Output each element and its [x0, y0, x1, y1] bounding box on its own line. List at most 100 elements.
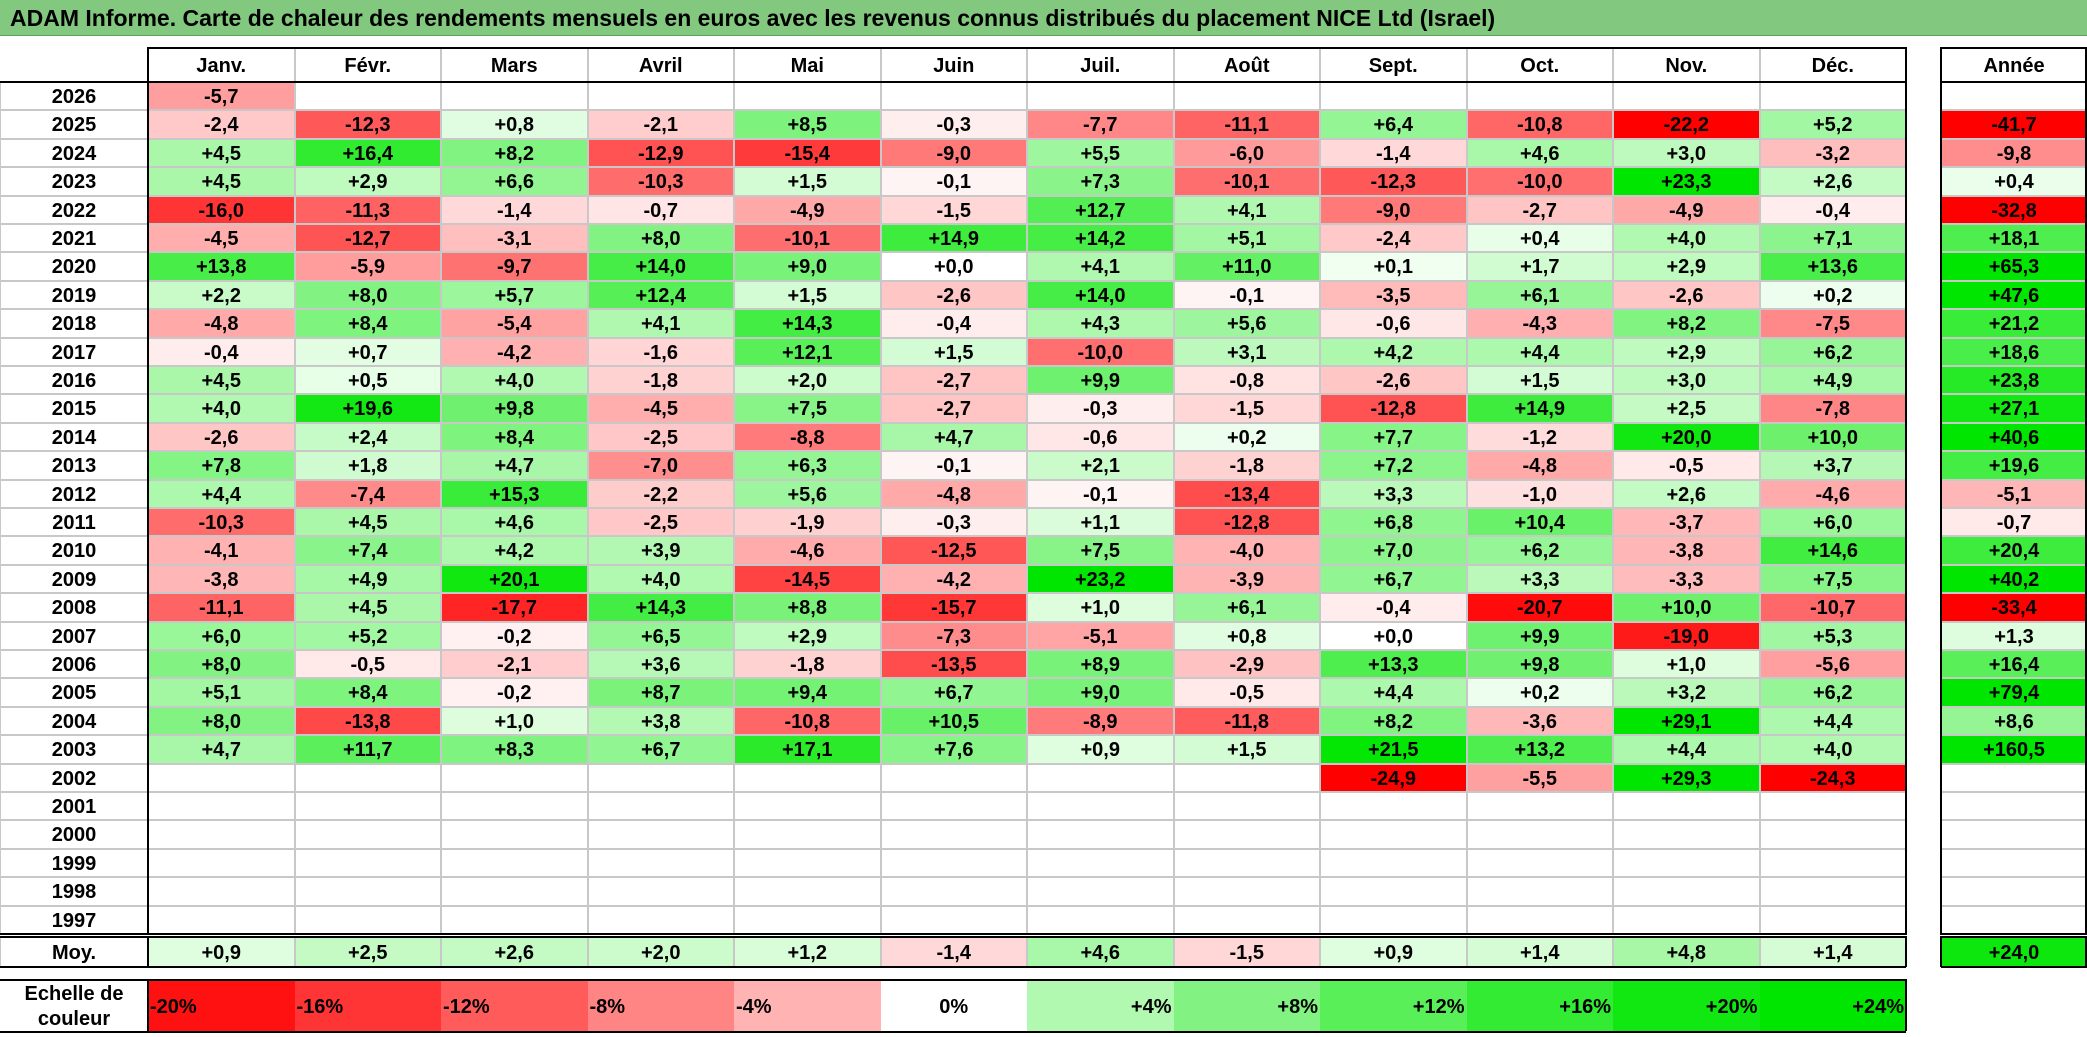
- grid-rule: [1905, 47, 1907, 935]
- scale-step: -8%: [587, 981, 734, 1033]
- annual-cell: [1941, 848, 2087, 878]
- grid-rule: [0, 966, 1906, 968]
- heatmap-cell: [1759, 905, 1906, 934]
- heatmap-cell: -10,7: [1759, 593, 1906, 622]
- heatmap-cell: [148, 820, 295, 849]
- heatmap-cell: -0,2: [441, 678, 588, 707]
- heatmap-cell: +4,6: [441, 508, 588, 537]
- heatmap-cell: -1,8: [734, 650, 881, 679]
- heatmap-cell: +7,5: [1027, 536, 1174, 565]
- heatmap-cell: +7,7: [1320, 422, 1467, 452]
- average-cell: +0,9: [148, 937, 295, 967]
- month-header: Juin: [880, 48, 1027, 82]
- grid-rule: [1940, 936, 1942, 967]
- heatmap-cell: -22,2: [1613, 110, 1760, 139]
- heatmap-cell: -4,6: [734, 536, 881, 565]
- heatmap-cell: +2,4: [294, 422, 441, 452]
- heatmap-cell: +1,5: [1173, 735, 1320, 764]
- scale-step: 0%: [880, 981, 1027, 1033]
- month-header: Déc.: [1759, 48, 1906, 82]
- heatmap-cell: -0,1: [1173, 280, 1320, 310]
- heatmap-cell: -10,1: [734, 224, 881, 253]
- heatmap-cell: [148, 848, 295, 878]
- heatmap-cell: +2,6: [1759, 167, 1906, 196]
- heatmap-cell: -2,1: [441, 650, 588, 679]
- year-label: 1997: [0, 905, 148, 934]
- heatmap-cell: -11,1: [1173, 110, 1320, 139]
- annual-cell: +18,6: [1941, 337, 2087, 366]
- annual-cell: [1941, 82, 2087, 111]
- heatmap-cell: +13,8: [148, 252, 295, 281]
- grid-rule: [148, 47, 1906, 49]
- heatmap-cell: +7,5: [734, 394, 881, 423]
- heatmap-cell: +23,3: [1613, 167, 1760, 196]
- heatmap-cell: +5,6: [1173, 309, 1320, 338]
- heatmap-cell: +1,5: [734, 167, 881, 196]
- heatmap-cell: +8,9: [1027, 650, 1174, 679]
- month-header: Mai: [734, 48, 881, 82]
- year-label: 2015: [0, 394, 148, 423]
- heatmap-cell: -2,5: [587, 508, 734, 537]
- heatmap-cell: [1173, 905, 1320, 934]
- heatmap-cell: -4,8: [1466, 451, 1613, 480]
- heatmap-cell: -7,5: [1759, 309, 1906, 338]
- year-label: 2008: [0, 593, 148, 622]
- heatmap-cell: -1,9: [734, 508, 881, 537]
- heatmap-cell: -17,7: [441, 593, 588, 622]
- heatmap-cell: +7,3: [1027, 167, 1174, 196]
- heatmap-cell: +4,2: [441, 536, 588, 565]
- heatmap-cell: -0,4: [1759, 195, 1906, 224]
- heatmap-cell: +4,6: [1466, 138, 1613, 168]
- annual-cell: -32,8: [1941, 195, 2087, 224]
- heatmap-cell: +2,9: [1613, 337, 1760, 366]
- grid-rule: [1941, 966, 2087, 968]
- heatmap-cell: [294, 877, 441, 906]
- heatmap-cell: +0,2: [1759, 280, 1906, 310]
- heatmap-cell: [1027, 848, 1174, 878]
- year-label: 2022: [0, 195, 148, 224]
- heatmap-cell: -5,5: [1466, 763, 1613, 792]
- heatmap-cell: -1,5: [880, 195, 1027, 224]
- month-header: Janv.: [148, 48, 295, 82]
- heatmap-cell: -3,1: [441, 224, 588, 253]
- heatmap-cell: -15,4: [734, 138, 881, 168]
- heatmap-cell: -2,5: [587, 422, 734, 452]
- heatmap-cell: -20,7: [1466, 593, 1613, 622]
- heatmap-cell: -2,6: [880, 280, 1027, 310]
- grid-rule: [1905, 979, 1907, 1031]
- heatmap-cell: -12,5: [880, 536, 1027, 565]
- annual-cell: +40,6: [1941, 422, 2087, 452]
- heatmap-cell: +10,4: [1466, 508, 1613, 537]
- heatmap-cell: [294, 905, 441, 934]
- heatmap-cell: +4,1: [1027, 252, 1174, 281]
- heatmap-cell: +0,1: [1320, 252, 1467, 281]
- scale-title-line1: Echelle de: [24, 983, 124, 1005]
- heatmap-cell: -0,5: [1613, 451, 1760, 480]
- heatmap-cell: -4,9: [734, 195, 881, 224]
- average-cell: +1,4: [1759, 937, 1906, 967]
- heatmap-cell: -11,1: [148, 593, 295, 622]
- heatmap-cell: -4,8: [148, 309, 295, 338]
- heatmap-cell: [734, 820, 881, 849]
- heatmap-cell: +3,6: [587, 650, 734, 679]
- heatmap-cell: +2,9: [294, 167, 441, 196]
- heatmap-cell: [587, 792, 734, 821]
- heatmap-cell: +3,3: [1320, 479, 1467, 508]
- heatmap-cell: [441, 820, 588, 849]
- heatmap-cell: +19,6: [294, 394, 441, 423]
- year-label: 2007: [0, 621, 148, 650]
- heatmap-cell: -19,0: [1613, 621, 1760, 650]
- year-label: 2006: [0, 650, 148, 679]
- heatmap-cell: [1173, 877, 1320, 906]
- heatmap-cell: -11,8: [1173, 706, 1320, 736]
- annual-cell: +65,3: [1941, 252, 2087, 281]
- heatmap-cell: [1759, 82, 1906, 111]
- heatmap-cell: +29,1: [1613, 706, 1760, 736]
- heatmap-cell: [1173, 82, 1320, 111]
- scale-step: +24%: [1759, 981, 1906, 1033]
- year-label: 2020: [0, 252, 148, 281]
- heatmap-cell: -4,6: [1759, 479, 1906, 508]
- month-header: Sept.: [1320, 48, 1467, 82]
- grid-rule: [0, 1031, 1906, 1033]
- heatmap-cell: -1,0: [1466, 479, 1613, 508]
